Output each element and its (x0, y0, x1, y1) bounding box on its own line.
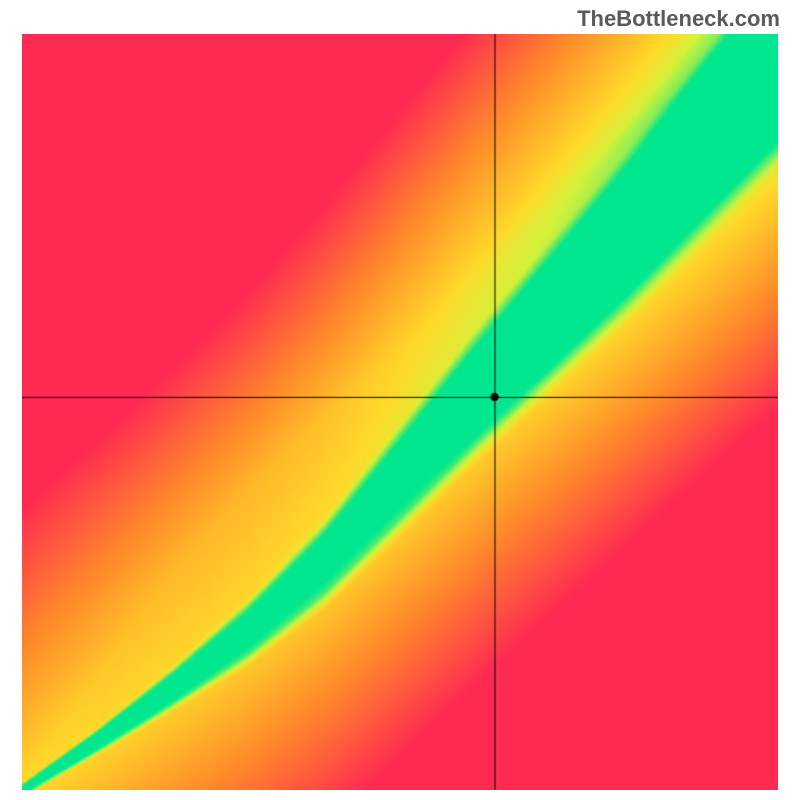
chart-container: TheBottleneck.com (0, 0, 800, 800)
bottleneck-heatmap (22, 34, 778, 790)
watermark-text: TheBottleneck.com (577, 6, 780, 32)
